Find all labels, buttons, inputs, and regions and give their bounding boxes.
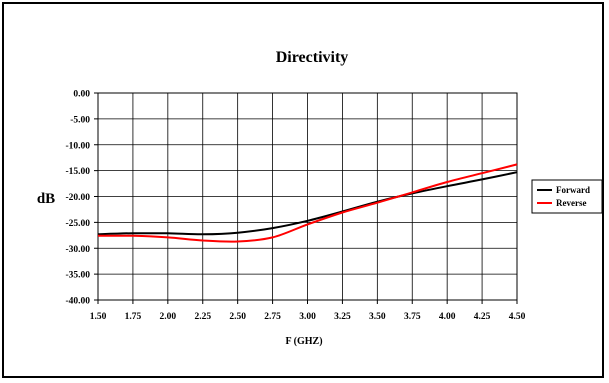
x-tick-label: 3.75 bbox=[404, 312, 421, 322]
x-tick-label: 1.75 bbox=[125, 312, 142, 322]
series-lines bbox=[97, 163, 518, 243]
x-axis-label: F (GHZ) bbox=[285, 336, 322, 347]
x-tick-label: 3.00 bbox=[299, 312, 316, 322]
x-tick-label: 1.50 bbox=[90, 312, 107, 322]
x-tick-label: 2.75 bbox=[264, 312, 281, 322]
series-line-reverse bbox=[97, 163, 518, 243]
x-tick-label: 2.25 bbox=[194, 312, 211, 322]
chart-title: Directivity bbox=[276, 49, 349, 66]
series-line-forward bbox=[97, 171, 518, 236]
x-tick-label: 4.50 bbox=[509, 312, 526, 322]
x-tick-label: 4.00 bbox=[439, 312, 456, 322]
chart-frame bbox=[2, 2, 604, 378]
legend-label-reverse: Reverse bbox=[556, 198, 586, 208]
legend-box bbox=[531, 179, 603, 214]
legend: Forward Reverse bbox=[531, 179, 603, 214]
x-tick-label: 2.00 bbox=[160, 312, 177, 322]
y-tick-label: -40.00 bbox=[65, 297, 90, 307]
y-tick-label: -10.00 bbox=[65, 141, 90, 151]
y-tick-label: -20.00 bbox=[65, 193, 90, 203]
x-tick-label: 3.25 bbox=[334, 312, 351, 322]
x-tick-label: 4.25 bbox=[474, 312, 491, 322]
y-axis-label: dB bbox=[37, 191, 55, 207]
x-tick-label: 3.50 bbox=[369, 312, 386, 322]
y-tick-label: -25.00 bbox=[65, 219, 90, 229]
y-tick-label: -15.00 bbox=[65, 167, 90, 177]
y-tick-label: -30.00 bbox=[65, 245, 90, 255]
legend-label-forward: Forward bbox=[556, 185, 590, 195]
y-tick-label: 0.00 bbox=[73, 90, 90, 100]
x-tick-label: 2.50 bbox=[229, 312, 246, 322]
y-tick-label: -35.00 bbox=[65, 271, 90, 281]
y-tick-label: -5.00 bbox=[70, 115, 90, 125]
ticks: 0.00 -5.00 -10.00 -15.00 -20.00 -25.00 -30.00 -… bbox=[65, 90, 525, 323]
grid bbox=[97, 92, 518, 301]
